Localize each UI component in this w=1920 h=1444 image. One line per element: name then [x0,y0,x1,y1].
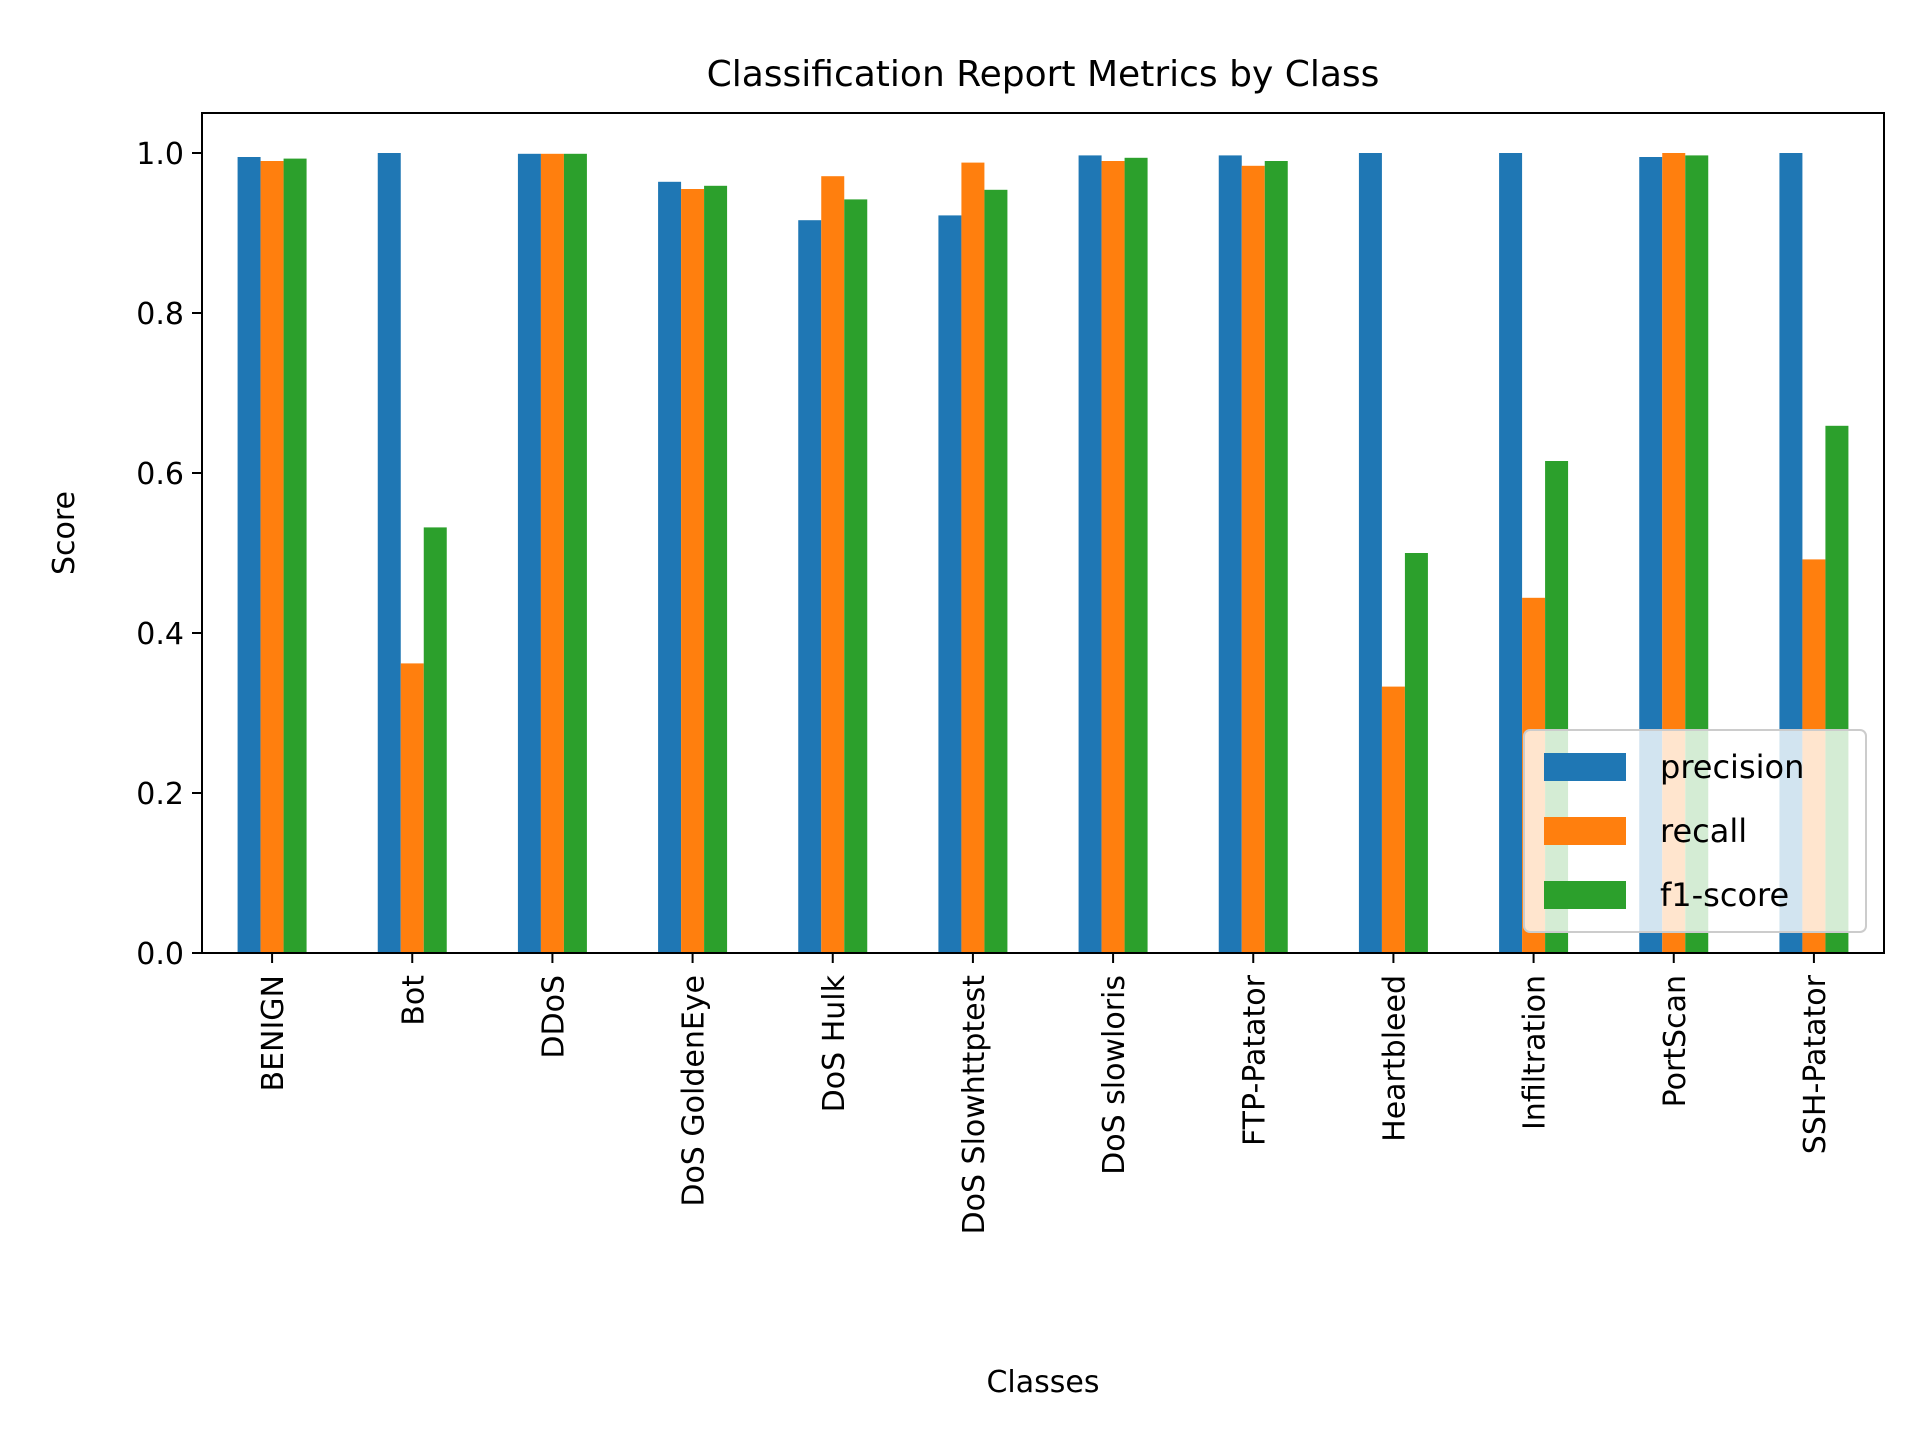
x-tick-label: BENIGN [256,975,291,1092]
bar-recall-dos-hulk [821,176,845,953]
bar-f1-score-ddos [563,153,587,954]
x-tick-label: DoS GoldenEye [677,975,712,1207]
legend-swatch-precision [1544,753,1626,781]
y-tick-label: 0.0 [136,937,184,972]
bar-recall-heartbleed [1381,686,1405,953]
bar-f1-score-dos-hulk [844,199,868,953]
y-tick-label: 0.4 [136,617,184,652]
plot-frame [201,112,1885,954]
bar-f1-score-dos-goldeneye [704,185,728,954]
legend: precision recall f1-score [1523,729,1867,933]
bar-recall-dos-slowloris [1101,161,1125,953]
bar-f1-score-dos-slowhttptest [984,189,1008,954]
bar-precision-dos-hulk [798,220,822,953]
x-tick-label: Bot [396,975,431,1026]
bar-precision-infiltration [1499,153,1523,953]
x-tick-label: Infiltration [1518,975,1553,1130]
bar-recall-bot [400,663,424,953]
y-tick-label: 1.0 [136,137,184,172]
bar-precision-benign [237,157,261,953]
bar-f1-score-heartbleed [1404,553,1428,953]
x-tick-label: DoS slowloris [1097,975,1132,1175]
bar-recall-dos-slowhttptest [961,162,985,954]
bar-f1-score-dos-slowloris [1124,157,1148,954]
bar-precision-dos-slowloris [1078,155,1102,953]
y-axis: 0.0 0.2 0.4 0.6 0.8 1.0 [136,137,202,972]
bar-recall-ftp-patator [1241,165,1265,954]
bar-precision-dos-goldeneye [658,181,682,954]
x-tick-label: DDoS [536,975,571,1059]
bar-precision-ddos [517,153,541,954]
bar-f1-score-ftp-patator [1264,161,1288,953]
x-tick-label: DoS Hulk [817,974,852,1112]
x-tick-label: DoS Slowhttptest [957,975,992,1235]
y-tick-label: 0.8 [136,297,184,332]
x-tick-label: Heartbleed [1377,975,1412,1142]
y-tick-label: 0.2 [136,777,184,812]
chart-title: Classification Report Metrics by Class [707,54,1380,95]
legend-swatch-f1-score [1544,881,1626,909]
bar-f1-score-benign [283,158,307,954]
legend-label-recall: recall [1660,812,1747,850]
bar-f1-score-bot [423,527,447,953]
x-tick-label: SSH-Patator [1798,974,1833,1154]
legend-label-precision: precision [1660,748,1804,786]
y-axis-label: Score [47,491,82,575]
bar-recall-benign [260,161,284,953]
y-tick-label: 0.6 [136,457,184,492]
legend-swatch-recall [1544,817,1626,845]
bar-precision-ftp-patator [1218,155,1242,953]
x-tick-label: FTP-Patator [1237,974,1272,1146]
x-tick-label: PortScan [1658,975,1693,1107]
legend-label-f1-score: f1-score [1660,876,1789,914]
bar-precision-heartbleed [1358,153,1382,953]
x-axis: BENIGN Bot DDoS DoS GoldenEye DoS Hulk DoS Sl… [256,953,1833,1235]
bar-precision-dos-slowhttptest [938,215,962,953]
bar-precision-bot [377,153,401,953]
bar-recall-ddos [540,153,564,954]
bar-recall-dos-goldeneye [681,189,705,953]
x-axis-label: Classes [986,1365,1099,1400]
